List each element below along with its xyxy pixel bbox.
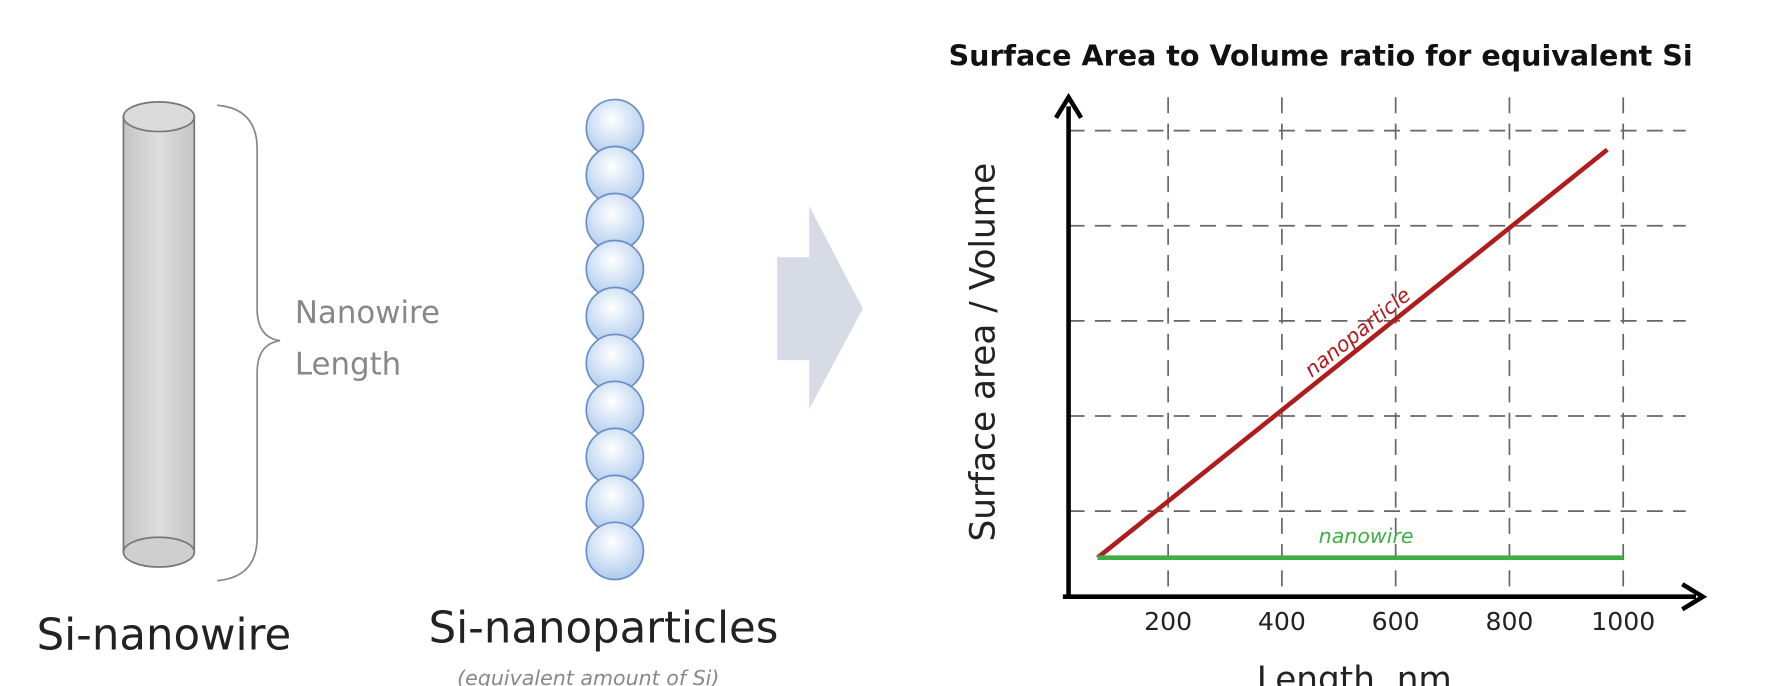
chart: Surface Area to Volume ratio for equival… xyxy=(949,38,1703,686)
brace-label: Nanowire xyxy=(295,295,440,331)
nanoparticle-chain xyxy=(586,100,643,580)
figure-label: Si-nanoparticles xyxy=(429,604,779,654)
series-label: nanowire xyxy=(1319,524,1414,548)
figure-label: Si-nanowire xyxy=(37,610,292,660)
chart-title: Surface Area to Volume ratio for equival… xyxy=(949,38,1693,72)
x-tick-label: 800 xyxy=(1485,607,1533,636)
nanowire-figure xyxy=(123,102,194,567)
figure-note: (equivalent amount of Si) xyxy=(457,666,719,686)
nanoparticle xyxy=(586,522,643,579)
x-axis-label: Length, nm xyxy=(1257,660,1452,686)
x-tick-label: 200 xyxy=(1144,607,1192,636)
x-tick-label: 1000 xyxy=(1591,607,1655,636)
y-axis-label: Surface area / Volume xyxy=(964,163,1004,542)
arrow xyxy=(777,206,863,409)
slide: Nanowire Length Si-nanowire Si-nanoparti… xyxy=(0,0,1792,686)
brace xyxy=(217,105,280,580)
series-label: nanoparticle xyxy=(1300,283,1416,382)
brace-label: Length xyxy=(295,346,401,382)
x-tick-label: 400 xyxy=(1258,607,1306,636)
series-line xyxy=(1098,150,1608,558)
x-tick-label: 600 xyxy=(1372,607,1420,636)
